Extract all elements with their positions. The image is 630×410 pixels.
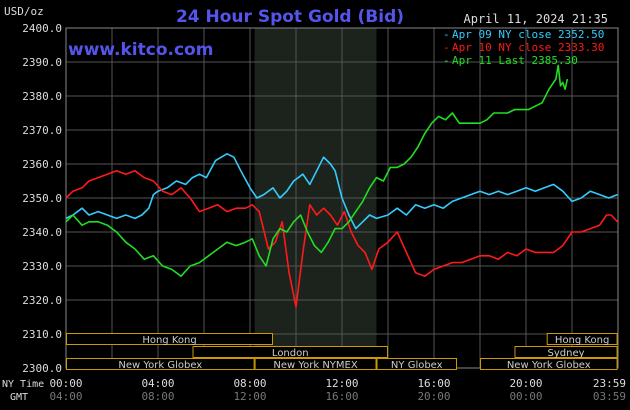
y-tick-label: 2370.0 xyxy=(22,124,62,137)
x-tick-label-gmt: 20:00 xyxy=(417,390,450,403)
x-tick-label-gmt: 00:00 xyxy=(509,390,542,403)
session-bar xyxy=(254,358,377,370)
legend-arrow-apr10: - xyxy=(443,41,450,54)
session-bar xyxy=(480,358,618,370)
series-layer xyxy=(65,64,619,308)
x-tick-label-ny: 12:00 xyxy=(325,377,358,390)
series-line-apr11 xyxy=(65,64,569,278)
y-tick-label: 2380.0 xyxy=(22,90,62,103)
x-tick-label-gmt: 03:59 xyxy=(593,390,626,403)
market-sessions: Hong Kong London New York Globex New York N… xyxy=(66,333,618,371)
x-axis-ticks: 00:0004:0004:0008:0008:0012:0012:0016:00… xyxy=(49,377,626,403)
session-label: Hong Kong xyxy=(555,335,609,346)
legend-item-apr09: Apr 09 NY close 2352.50 xyxy=(452,28,604,41)
x-tick-label-ny: 00:00 xyxy=(49,377,82,390)
y-tick-label: 2400.0 xyxy=(22,22,62,35)
chart-title: 24 Hour Spot Gold (Bid) xyxy=(176,7,404,27)
session-bar xyxy=(376,358,457,370)
y-tick-label: 2390.0 xyxy=(22,56,62,69)
session-label: Hong Kong xyxy=(142,335,196,346)
y-tick-label: 2340.0 xyxy=(22,226,62,239)
y-tick-label: 2310.0 xyxy=(22,328,62,341)
legend: - Apr 09 NY close 2352.50 - Apr 10 NY cl… xyxy=(443,28,604,67)
session-label: London xyxy=(272,348,309,359)
x-tick-label-gmt: 16:00 xyxy=(325,390,358,403)
x-tick-label-ny: 23:59 xyxy=(593,377,626,390)
session-bar xyxy=(192,346,388,358)
legend-arrow-apr09: - xyxy=(443,28,450,41)
y-tick-label: 2330.0 xyxy=(22,260,62,273)
y-tick-label: 2350.0 xyxy=(22,192,62,205)
site-watermark: www.kitco.com xyxy=(68,40,213,60)
legend-item-apr10: Apr 10 NY close 2333.30 xyxy=(452,41,604,54)
series-line-apr09 xyxy=(65,153,618,230)
series-line-apr10 xyxy=(65,170,619,308)
y-axis-ticks: 2400.0 2390.0 2380.0 2370.0 2360.0 2350.0 2340… xyxy=(22,22,62,375)
session-label: New York Globex xyxy=(118,360,202,371)
x-tick-label-ny: 04:00 xyxy=(141,377,174,390)
y-tick-label: 2360.0 xyxy=(22,158,62,171)
x-tick-label-ny: 20:00 xyxy=(509,377,542,390)
session-bar xyxy=(66,333,273,345)
x-tick-label-ny: 16:00 xyxy=(417,377,450,390)
session-label: New York NYMEX xyxy=(273,360,358,371)
x-tick-label-gmt: 12:00 xyxy=(233,390,266,403)
y-tick-label: 2320.0 xyxy=(22,294,62,307)
legend-item-apr11: Apr 11 Last 2385.30 xyxy=(452,54,578,67)
session-label: New York Globex xyxy=(507,360,591,371)
legend-arrow-apr11: - xyxy=(443,54,450,67)
y-tick-label: 2300.0 xyxy=(22,362,62,375)
x-tick-label-gmt: 04:00 xyxy=(49,390,82,403)
x-row-label-gmt: GMT xyxy=(10,392,28,403)
x-tick-label-ny: 08:00 xyxy=(233,377,266,390)
date-stamp: April 11, 2024 21:35 xyxy=(464,12,609,26)
session-label: Sydney xyxy=(548,348,585,359)
session-bar xyxy=(546,333,618,345)
x-tick-label-gmt: 08:00 xyxy=(141,390,174,403)
y-unit-label: USD/oz xyxy=(4,5,44,18)
session-label: NY Globex xyxy=(391,360,443,371)
session-bar xyxy=(514,346,618,358)
x-row-label-ny: NY Time xyxy=(2,379,44,390)
session-bar xyxy=(66,358,255,370)
